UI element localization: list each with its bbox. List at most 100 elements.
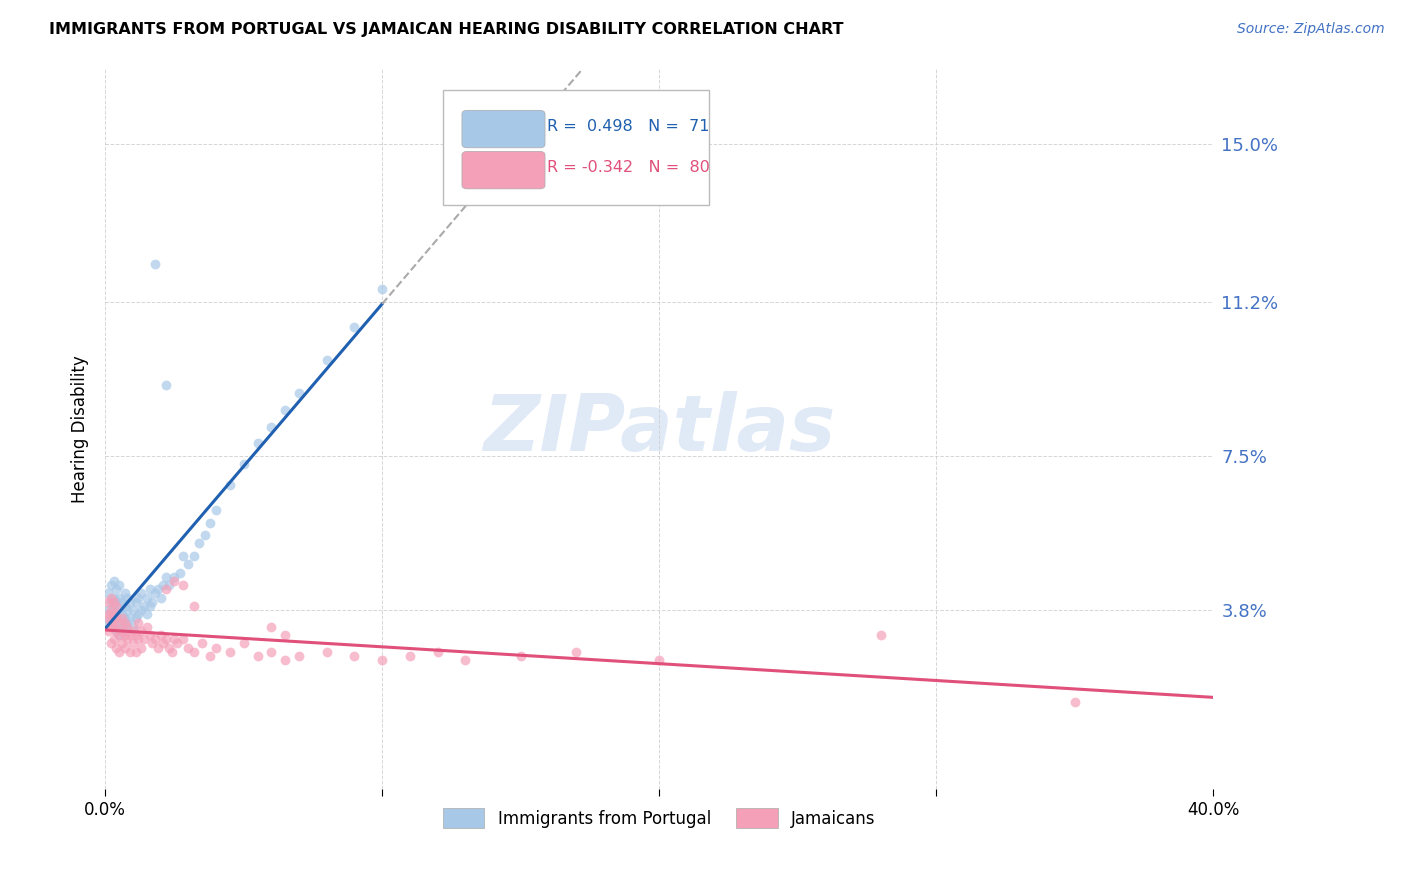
Point xyxy=(183,599,205,613)
Point xyxy=(163,632,186,647)
Point xyxy=(177,558,200,572)
Point xyxy=(565,645,588,659)
Point xyxy=(172,578,194,592)
Point xyxy=(124,595,146,609)
Point xyxy=(127,591,149,605)
Point xyxy=(135,620,157,634)
Point xyxy=(172,549,194,563)
Point xyxy=(97,607,120,622)
Point xyxy=(111,624,134,638)
Point xyxy=(127,615,149,630)
Point xyxy=(103,620,125,634)
FancyBboxPatch shape xyxy=(463,152,546,189)
Point xyxy=(105,599,128,613)
Point xyxy=(97,611,120,625)
Point xyxy=(129,586,152,600)
Point xyxy=(129,624,152,638)
Point xyxy=(260,419,283,434)
Point xyxy=(117,615,139,630)
Point xyxy=(246,648,269,663)
Point xyxy=(127,607,149,622)
Point xyxy=(114,628,136,642)
Point xyxy=(103,607,125,622)
Point xyxy=(108,615,131,630)
Point xyxy=(155,632,177,647)
Point xyxy=(149,591,172,605)
Point xyxy=(343,648,366,663)
Point xyxy=(129,603,152,617)
Point xyxy=(143,632,166,647)
Point xyxy=(274,653,297,667)
Legend: Immigrants from Portugal, Jamaicans: Immigrants from Portugal, Jamaicans xyxy=(436,801,882,835)
Point xyxy=(152,636,174,650)
Point xyxy=(188,536,211,550)
Point xyxy=(260,620,283,634)
Point xyxy=(117,620,139,634)
Text: R = -0.342   N =  80: R = -0.342 N = 80 xyxy=(547,160,710,175)
Point xyxy=(315,645,337,659)
Point xyxy=(105,595,128,609)
Point xyxy=(163,570,186,584)
Point xyxy=(135,607,157,622)
Point xyxy=(105,624,128,638)
Point xyxy=(124,645,146,659)
Point xyxy=(97,615,120,630)
Point xyxy=(454,653,477,667)
Point xyxy=(160,645,183,659)
Point xyxy=(111,620,134,634)
Point xyxy=(146,582,169,597)
Point xyxy=(120,595,142,609)
Point xyxy=(200,648,222,663)
FancyBboxPatch shape xyxy=(443,90,709,205)
Point xyxy=(143,257,166,271)
Point xyxy=(232,636,254,650)
Point xyxy=(135,591,157,605)
Point xyxy=(100,611,122,625)
Point xyxy=(869,628,891,642)
Point xyxy=(111,595,134,609)
Point xyxy=(141,636,163,650)
Point xyxy=(218,645,240,659)
Point xyxy=(155,570,177,584)
Text: R =  0.498   N =  71: R = 0.498 N = 71 xyxy=(547,119,710,134)
Point xyxy=(232,457,254,471)
Point xyxy=(426,645,449,659)
Point xyxy=(149,628,172,642)
Point xyxy=(111,607,134,622)
Point xyxy=(260,645,283,659)
Text: ZIPatlas: ZIPatlas xyxy=(484,391,835,467)
Text: IMMIGRANTS FROM PORTUGAL VS JAMAICAN HEARING DISABILITY CORRELATION CHART: IMMIGRANTS FROM PORTUGAL VS JAMAICAN HEA… xyxy=(49,22,844,37)
Point xyxy=(103,595,125,609)
Point xyxy=(105,640,128,655)
Point xyxy=(108,578,131,592)
Point xyxy=(114,599,136,613)
Point xyxy=(114,640,136,655)
Point xyxy=(172,632,194,647)
Point xyxy=(100,603,122,617)
Point xyxy=(117,603,139,617)
Y-axis label: Hearing Disability: Hearing Disability xyxy=(72,355,89,503)
Point xyxy=(108,628,131,642)
Point xyxy=(111,636,134,650)
Point xyxy=(103,632,125,647)
Point xyxy=(105,607,128,622)
Point xyxy=(288,648,311,663)
Point xyxy=(105,611,128,625)
Point xyxy=(138,628,160,642)
Point xyxy=(114,615,136,630)
Point xyxy=(205,640,228,655)
Point xyxy=(122,624,145,638)
Point xyxy=(114,624,136,638)
Point xyxy=(120,645,142,659)
Point xyxy=(648,653,671,667)
Point xyxy=(1063,695,1085,709)
Point xyxy=(152,578,174,592)
Point xyxy=(343,319,366,334)
Point xyxy=(124,628,146,642)
Point xyxy=(315,353,337,368)
Text: Source: ZipAtlas.com: Source: ZipAtlas.com xyxy=(1237,22,1385,37)
Point xyxy=(127,632,149,647)
Point xyxy=(117,632,139,647)
Point xyxy=(132,632,155,647)
Point xyxy=(205,503,228,517)
